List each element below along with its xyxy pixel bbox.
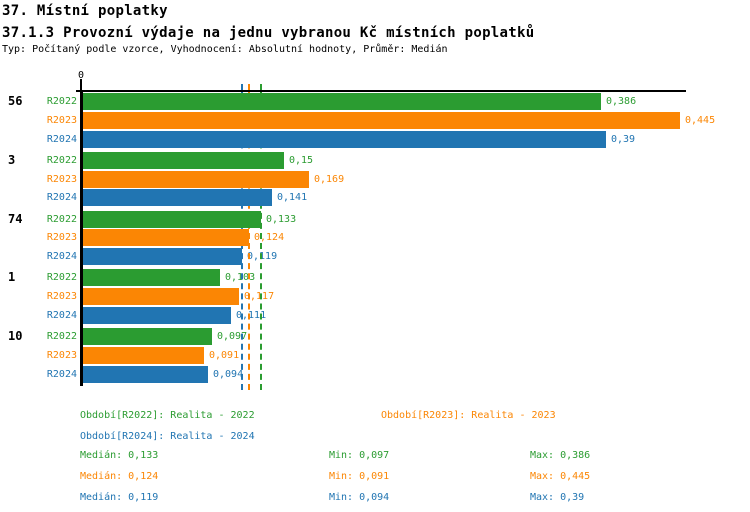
series-label-R2022: R2022 bbox=[46, 272, 77, 283]
series-label-R2022: R2022 bbox=[46, 155, 77, 166]
bar-value-label: 0,39 bbox=[611, 134, 636, 145]
series-label-R2022: R2022 bbox=[46, 331, 77, 342]
bar-value-label: 0,15 bbox=[289, 155, 314, 166]
bar-value-label: 0,169 bbox=[314, 174, 345, 185]
series-label-R2023: R2023 bbox=[46, 350, 77, 361]
chart-subtitle: 37.1.3 Provozní výdaje na jednu vybranou… bbox=[2, 25, 535, 41]
bar-R2022-74 bbox=[82, 211, 261, 228]
zero-tick bbox=[80, 79, 82, 90]
bar-value-label: 0,103 bbox=[225, 272, 256, 283]
bar-R2024-74 bbox=[82, 248, 242, 265]
median-line-R2022 bbox=[259, 91, 262, 390]
legend-entry-R2023: Období[R2023]: Realita - 2023 bbox=[381, 410, 556, 421]
series-label-R2023: R2023 bbox=[46, 291, 77, 302]
category-label-10: 10 bbox=[8, 329, 23, 343]
value-axis-line bbox=[76, 90, 686, 92]
bar-value-label: 0,117 bbox=[244, 291, 275, 302]
bar-R2022-1 bbox=[82, 269, 220, 286]
bar-R2024-56 bbox=[82, 131, 606, 148]
stat-max-R2022: Max: 0,386 bbox=[530, 450, 591, 461]
bar-value-label: 0,094 bbox=[213, 369, 244, 380]
category-label-3: 3 bbox=[8, 153, 16, 167]
bar-R2023-1 bbox=[82, 288, 239, 305]
report-title: 37. Místní poplatky bbox=[2, 3, 168, 19]
stat-median-R2022: Medián: 0,133 bbox=[80, 450, 159, 461]
bar-R2024-3 bbox=[82, 189, 272, 206]
bar-R2022-3 bbox=[82, 152, 284, 169]
bar-value-label: 0,111 bbox=[236, 310, 267, 321]
series-label-R2024: R2024 bbox=[46, 192, 77, 203]
median-tick-R2024 bbox=[240, 84, 243, 90]
series-label-R2022: R2022 bbox=[46, 214, 77, 225]
series-label-R2024: R2024 bbox=[46, 310, 77, 321]
stat-min-R2023: Min: 0,091 bbox=[329, 471, 390, 482]
stat-median-R2023: Medián: 0,124 bbox=[80, 471, 159, 482]
chart-meta-info: Typ: Počítaný podle vzorce, Vyhodnocení:… bbox=[2, 44, 448, 55]
series-label-R2024: R2024 bbox=[46, 251, 77, 262]
series-label-R2024: R2024 bbox=[46, 134, 77, 145]
bar-R2022-10 bbox=[82, 328, 212, 345]
bar-R2024-10 bbox=[82, 366, 208, 383]
category-axis-line bbox=[80, 90, 83, 386]
bar-R2024-1 bbox=[82, 307, 231, 324]
category-label-1: 1 bbox=[8, 270, 16, 284]
axis-zero-label: 0 bbox=[77, 70, 85, 81]
bar-value-label: 0,124 bbox=[254, 232, 285, 243]
bar-value-label: 0,097 bbox=[217, 331, 248, 342]
series-label-R2023: R2023 bbox=[46, 232, 77, 243]
legend-entry-R2024: Období[R2024]: Realita - 2024 bbox=[80, 431, 255, 442]
bar-value-label: 0,119 bbox=[247, 251, 278, 262]
category-label-56: 56 bbox=[8, 94, 23, 108]
category-label-74: 74 bbox=[8, 212, 23, 226]
stat-max-R2023: Max: 0,445 bbox=[530, 471, 591, 482]
bar-value-label: 0,386 bbox=[606, 96, 637, 107]
bar-R2023-10 bbox=[82, 347, 204, 364]
stat-median-R2024: Medián: 0,119 bbox=[80, 492, 159, 503]
bar-value-label: 0,445 bbox=[685, 115, 716, 126]
bar-value-label: 0,133 bbox=[266, 214, 297, 225]
series-label-R2024: R2024 bbox=[46, 369, 77, 380]
stat-min-R2022: Min: 0,097 bbox=[329, 450, 390, 461]
bar-value-label: 0,091 bbox=[209, 350, 240, 361]
bar-value-label: 0,141 bbox=[277, 192, 308, 203]
stat-min-R2024: Min: 0,094 bbox=[329, 492, 390, 503]
legend-entry-R2022: Období[R2022]: Realita - 2022 bbox=[80, 410, 255, 421]
series-label-R2022: R2022 bbox=[46, 96, 77, 107]
stat-max-R2024: Max: 0,39 bbox=[530, 492, 585, 503]
series-label-R2023: R2023 bbox=[46, 174, 77, 185]
median-tick-R2022 bbox=[259, 84, 262, 90]
bar-R2022-56 bbox=[82, 93, 601, 110]
series-label-R2023: R2023 bbox=[46, 115, 77, 126]
bar-R2023-56 bbox=[82, 112, 680, 129]
median-tick-R2023 bbox=[247, 84, 250, 90]
bar-R2023-74 bbox=[82, 229, 249, 246]
bar-R2023-3 bbox=[82, 171, 309, 188]
